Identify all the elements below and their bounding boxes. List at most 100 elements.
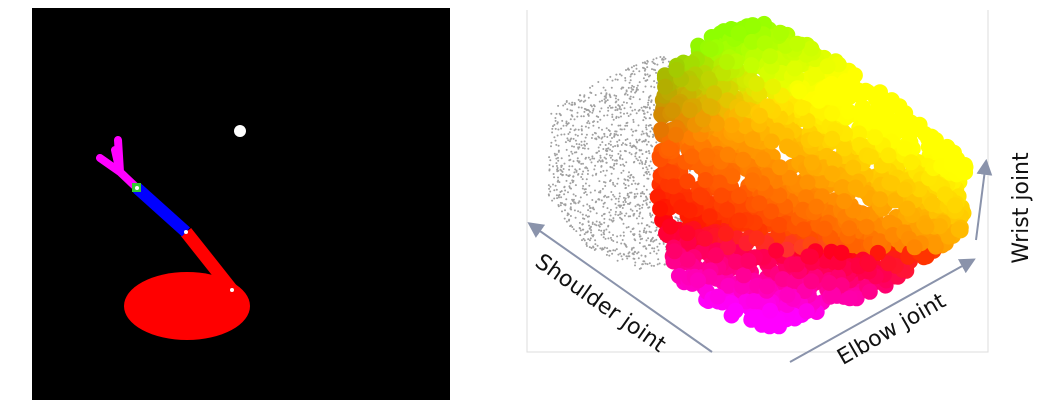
point — [817, 221, 833, 237]
point — [560, 114, 562, 116]
point — [645, 80, 647, 82]
point — [552, 165, 554, 167]
point — [577, 174, 579, 176]
point — [584, 148, 586, 150]
point — [612, 80, 614, 82]
point — [627, 176, 629, 178]
point — [594, 243, 596, 245]
point — [639, 236, 641, 238]
point — [613, 119, 615, 121]
point — [610, 157, 612, 159]
point — [653, 122, 669, 138]
point — [636, 210, 638, 212]
point — [603, 87, 605, 89]
point — [789, 36, 805, 52]
point — [599, 111, 601, 113]
point — [647, 73, 649, 75]
point — [643, 200, 645, 202]
point — [655, 72, 657, 74]
point — [588, 97, 590, 99]
point — [571, 226, 573, 228]
point — [621, 104, 623, 106]
point — [549, 168, 551, 170]
point — [651, 167, 653, 169]
point — [639, 205, 641, 207]
point — [606, 114, 608, 116]
point — [636, 204, 638, 206]
point — [608, 255, 610, 257]
point — [643, 231, 645, 233]
point — [569, 182, 571, 184]
point — [626, 258, 628, 260]
point — [605, 89, 607, 91]
point — [582, 147, 584, 149]
point — [565, 203, 567, 205]
point — [599, 247, 601, 249]
point — [623, 235, 625, 237]
point — [947, 197, 963, 213]
point — [576, 170, 578, 172]
point — [595, 201, 597, 203]
point — [620, 134, 622, 136]
point — [950, 156, 966, 172]
point — [820, 58, 836, 74]
point — [651, 68, 653, 70]
point — [641, 207, 643, 209]
point — [566, 108, 568, 110]
point — [632, 96, 634, 98]
point — [713, 188, 729, 204]
point — [612, 249, 614, 251]
point — [645, 140, 647, 142]
point — [634, 193, 636, 195]
point — [601, 249, 603, 251]
point — [587, 230, 589, 232]
robot-panel — [32, 8, 450, 400]
point — [592, 223, 594, 225]
point — [605, 238, 607, 240]
point — [663, 59, 665, 61]
point — [556, 165, 558, 167]
point — [830, 91, 846, 107]
point — [663, 56, 665, 58]
point — [574, 102, 576, 104]
point — [644, 163, 646, 165]
point — [652, 222, 654, 224]
point — [803, 273, 819, 289]
point — [611, 253, 613, 255]
point — [824, 106, 840, 122]
point — [585, 214, 587, 216]
point — [656, 253, 658, 255]
point — [639, 234, 641, 236]
point — [558, 150, 560, 152]
point — [625, 201, 627, 203]
point — [604, 195, 606, 197]
point — [627, 94, 629, 96]
point — [564, 103, 566, 105]
point — [604, 247, 606, 249]
point — [573, 138, 575, 140]
point — [613, 168, 615, 170]
point — [633, 121, 635, 123]
point — [604, 175, 606, 177]
point — [842, 290, 858, 306]
point — [628, 115, 630, 117]
point — [645, 124, 647, 126]
point — [635, 130, 637, 132]
point — [624, 107, 626, 109]
point — [553, 136, 555, 138]
point — [578, 146, 580, 148]
point — [603, 236, 605, 238]
point — [633, 180, 635, 182]
point — [598, 127, 600, 129]
point — [640, 160, 642, 162]
point — [646, 178, 648, 180]
point — [644, 73, 646, 75]
point — [615, 97, 617, 99]
point — [659, 243, 661, 245]
point — [586, 109, 588, 111]
point — [575, 230, 577, 232]
point — [604, 135, 606, 137]
point — [561, 157, 563, 159]
point — [807, 131, 823, 147]
point — [604, 185, 606, 187]
